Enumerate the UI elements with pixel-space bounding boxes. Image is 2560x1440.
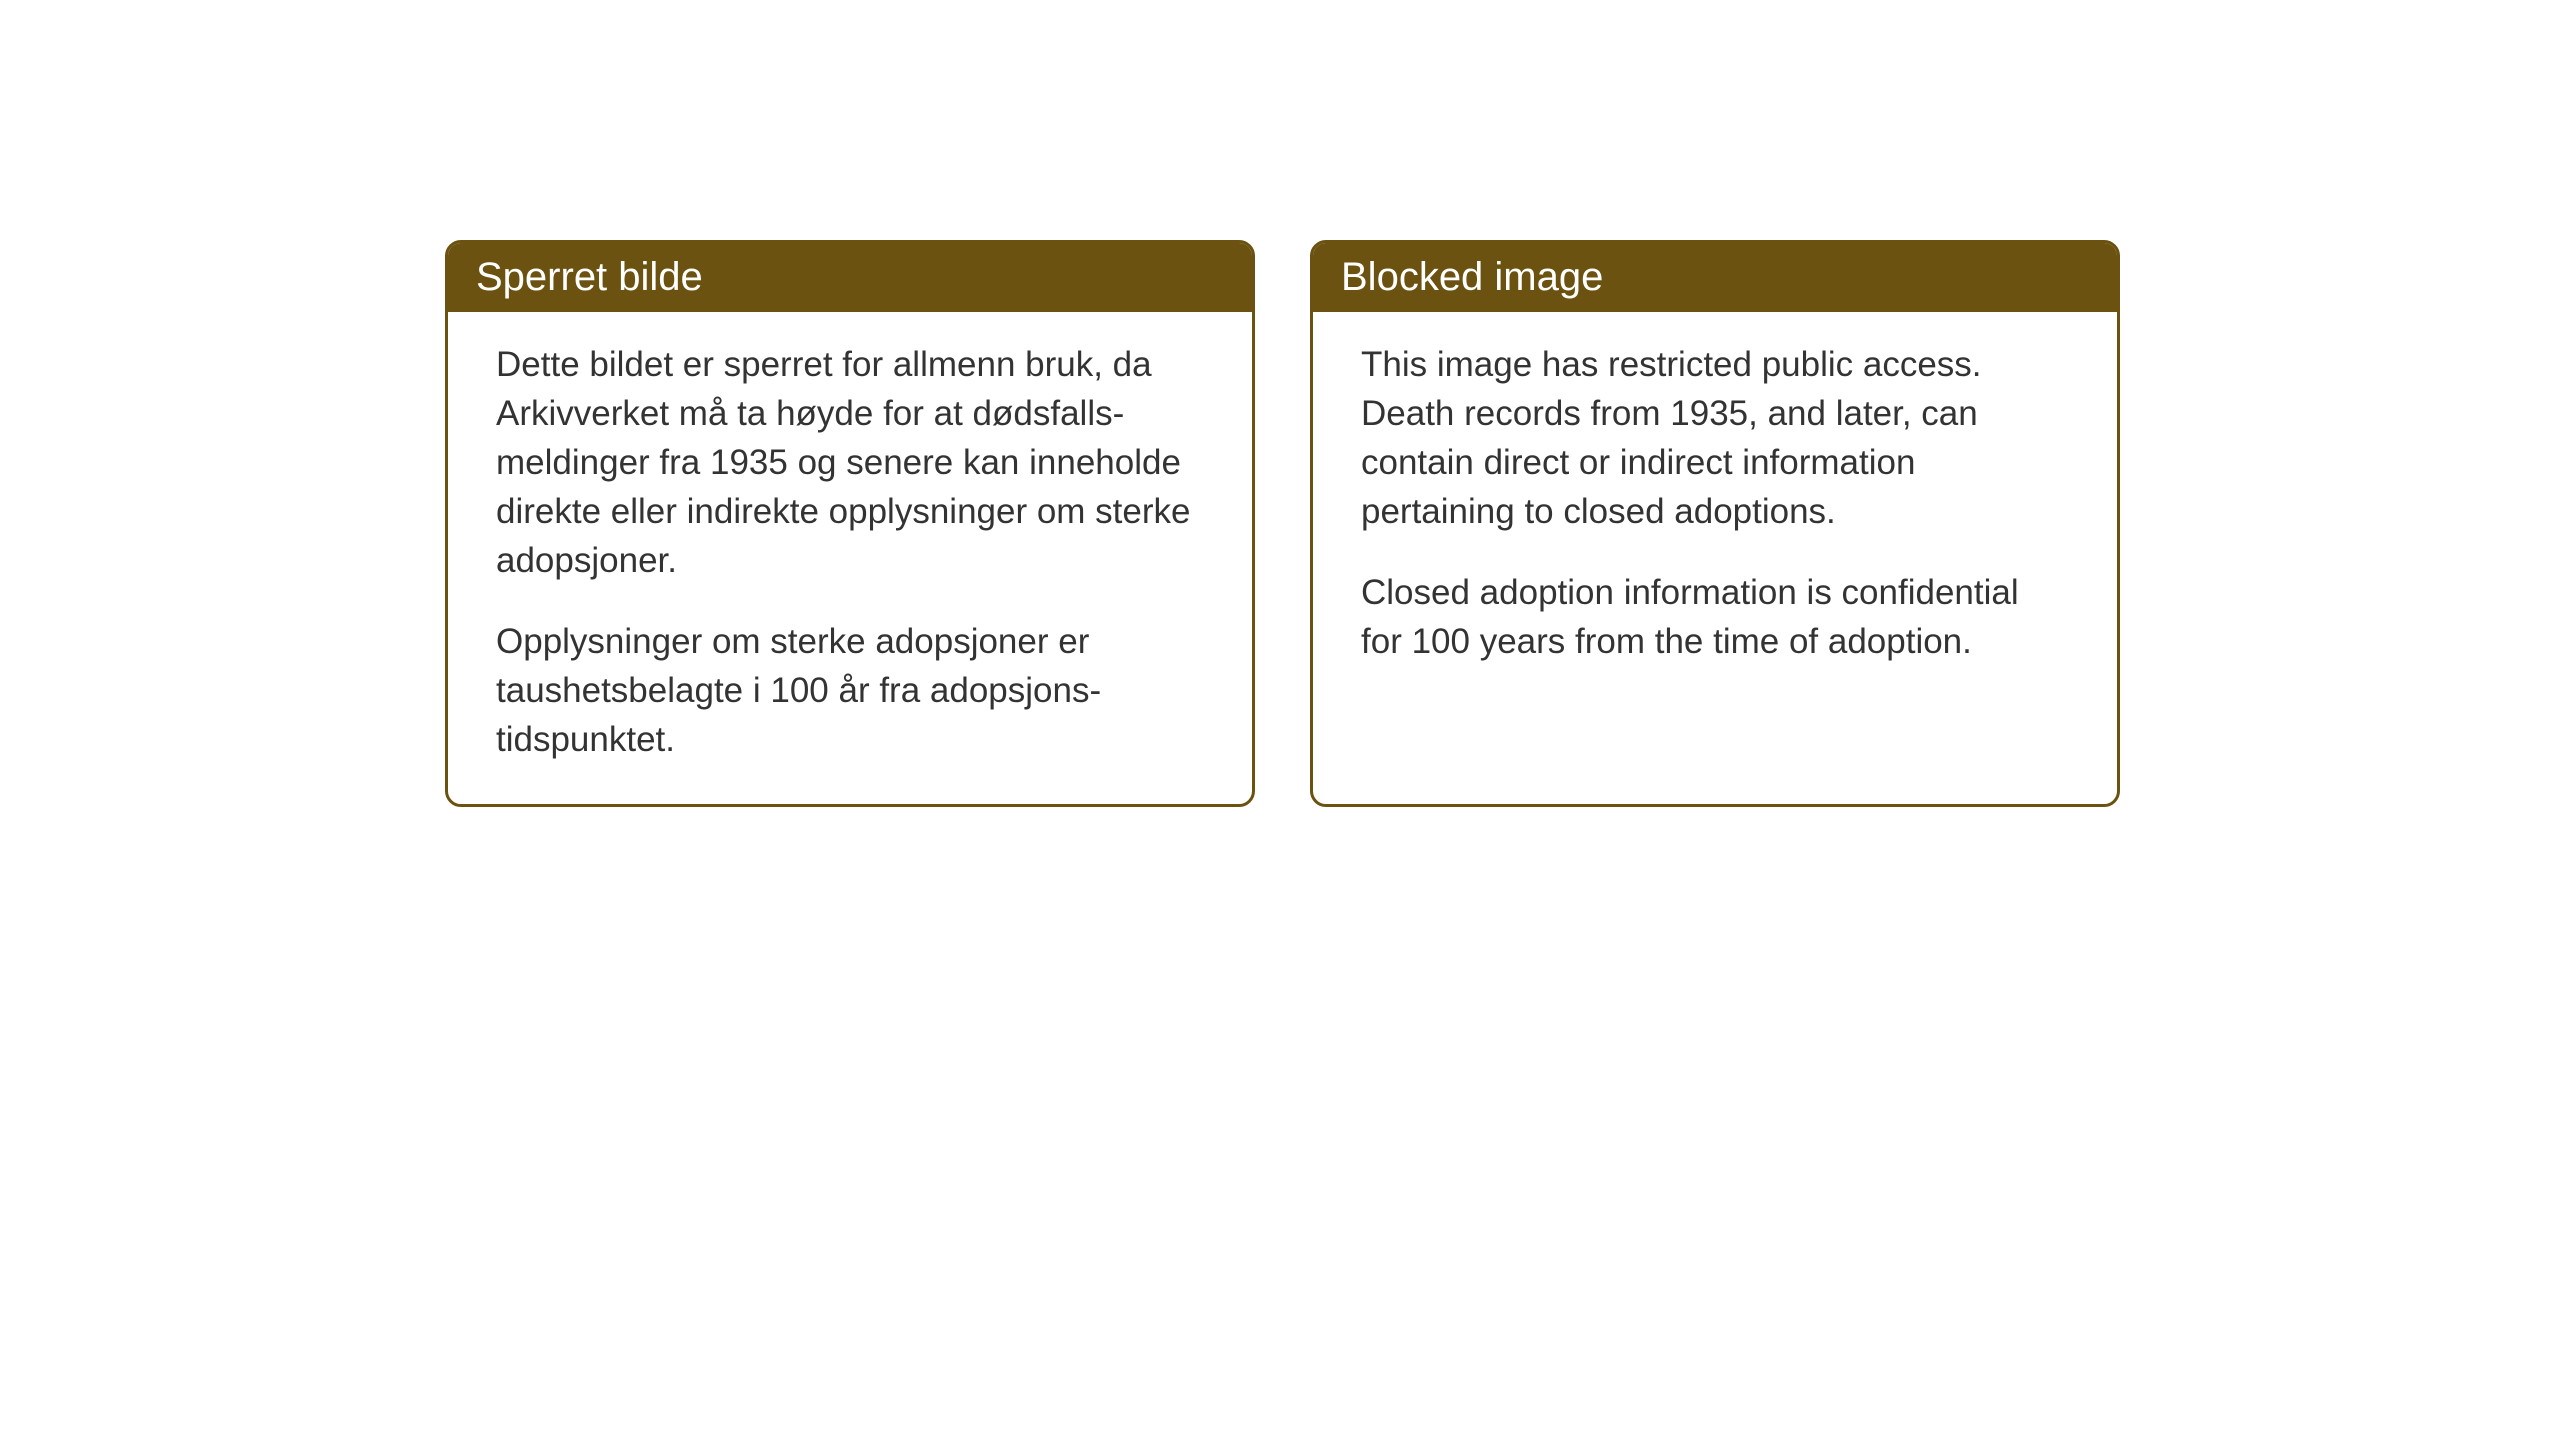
card-body-english: This image has restricted public access.… xyxy=(1313,312,2117,706)
card-paragraph: This image has restricted public access.… xyxy=(1361,340,2069,536)
card-title-english: Blocked image xyxy=(1341,255,1603,299)
card-header-norwegian: Sperret bilde xyxy=(448,243,1252,312)
card-header-english: Blocked image xyxy=(1313,243,2117,312)
card-paragraph: Opplysninger om sterke adopsjoner er tau… xyxy=(496,617,1204,764)
card-paragraph: Closed adoption information is confident… xyxy=(1361,568,2069,666)
card-title-norwegian: Sperret bilde xyxy=(476,255,703,299)
card-paragraph: Dette bildet er sperret for allmenn bruk… xyxy=(496,340,1204,585)
cards-container: Sperret bilde Dette bildet er sperret fo… xyxy=(445,240,2120,807)
card-body-norwegian: Dette bildet er sperret for allmenn bruk… xyxy=(448,312,1252,804)
card-norwegian: Sperret bilde Dette bildet er sperret fo… xyxy=(445,240,1255,807)
card-english: Blocked image This image has restricted … xyxy=(1310,240,2120,807)
